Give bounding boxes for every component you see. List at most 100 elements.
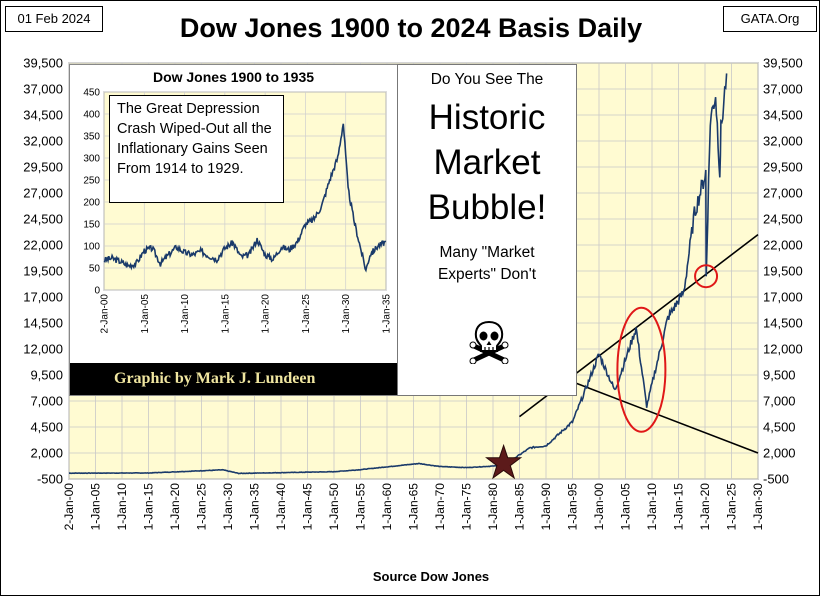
y-tick-label-right: 29,500 [763, 160, 803, 175]
x-tick-label: 1-Jan-05 [619, 483, 633, 531]
x-tick-label: 1-Jan-25 [725, 483, 739, 531]
x-tick-label: 1-Jan-55 [354, 483, 368, 531]
inset-x-tick-label: 2-Jan-00 [100, 294, 111, 334]
x-tick-label: 1-Jan-00 [592, 483, 606, 531]
y-tick-label-left: 29,500 [23, 160, 63, 175]
x-tick-label: 1-Jan-85 [513, 483, 527, 531]
skull-crossbones-icon [469, 320, 509, 364]
y-tick-label-left: 34,500 [23, 108, 63, 123]
y-tick-label-right: 9,500 [763, 368, 796, 383]
y-tick-label-left: 22,000 [23, 238, 63, 253]
y-tick-label-right: 32,000 [763, 134, 803, 149]
y-tick-label-right: 34,500 [763, 108, 803, 123]
x-tick-label: 1-Jan-20 [168, 483, 182, 531]
inset-x-tick-label: 1-Jan-05 [140, 294, 151, 334]
inset-y-tick-label: 50 [89, 264, 101, 275]
x-tick-label: 1-Jan-30 [751, 483, 765, 531]
y-tick-label-left: 39,500 [23, 56, 63, 71]
inset-y-tick-label: 400 [83, 110, 100, 121]
inset-y-tick-label: 250 [83, 176, 100, 187]
inset-title: Dow Jones 1900 to 1935 [152, 69, 315, 85]
y-tick-label-left: 2,000 [30, 446, 63, 461]
y-tick-label-left: 19,500 [23, 264, 63, 279]
bubble-headline: Historic Market Bubble! [398, 95, 576, 230]
dow-series-line [68, 73, 728, 475]
graphic-credit: Graphic by Mark J. Lundeen [70, 363, 397, 395]
y-tick-label-left: -500 [37, 472, 63, 487]
y-tick-label-right: 4,500 [763, 420, 796, 435]
y-tick-label-right: 39,500 [763, 56, 803, 71]
x-tick-label: 1-Jan-30 [221, 483, 235, 531]
inset-y-tick-label: 150 [83, 220, 100, 231]
bubble-subtext-line-2: Experts" Don't [437, 266, 537, 283]
inset-chart-panel: Dow Jones 1900 to 1935 450 400 350 300 250 20… [69, 64, 398, 396]
x-tick-label: 1-Jan-60 [380, 483, 394, 531]
x-tick-label: 1-Jan-50 [327, 483, 341, 531]
y-tick-label-left: 14,500 [23, 316, 63, 331]
inset-x-tick-label: 1-Jan-35 [382, 294, 393, 334]
x-tick-label: 1-Jan-95 [566, 483, 580, 531]
y-tick-label-left: 24,500 [23, 212, 63, 227]
y-tick-label-left: 37,000 [23, 82, 63, 97]
inset-y-tick-label: 200 [83, 198, 100, 209]
x-tick-label: 1-Jan-45 [301, 483, 315, 531]
inset-y-tick-label: 450 [83, 88, 100, 99]
x-tick-label: 1-Jan-80 [486, 483, 500, 531]
chart-title: Dow Jones 1900 to 2024 Basis Daily [179, 13, 643, 43]
x-axis-label: Source Dow Jones [372, 569, 490, 584]
x-tick-label: 1-Jan-40 [274, 483, 288, 531]
x-tick-label: 1-Jan-10 [115, 483, 129, 531]
y-tick-label-right: 37,000 [763, 82, 803, 97]
y-tick-label-left: 32,000 [23, 134, 63, 149]
y-tick-label-right: 17,000 [763, 290, 803, 305]
x-tick-label: 2-Jan-00 [62, 483, 76, 531]
y-tick-label-right: 24,500 [763, 212, 803, 227]
inset-x-tick-label: 1-Jan-20 [261, 294, 272, 334]
bubble-headline-line-2: Market [433, 143, 541, 182]
bubble-headline-line-1: Historic [428, 98, 546, 137]
bubble-subtext: Many "Market Experts" Don't [398, 242, 576, 286]
red-circle-marker [694, 264, 719, 289]
date-label: 01 Feb 2024 [5, 6, 103, 32]
x-tick-label: 1-Jan-75 [460, 483, 474, 531]
y-tick-label-left: 12,000 [23, 342, 63, 357]
y-tick-label-left: 4,500 [30, 420, 63, 435]
x-tick-label: 1-Jan-35 [248, 483, 262, 531]
inset-y-tick-label: 300 [83, 154, 100, 165]
inset-x-tick-label: 1-Jan-25 [301, 294, 312, 334]
x-tick-label: 1-Jan-20 [698, 483, 712, 531]
inset-x-tick-label: 1-Jan-15 [220, 294, 231, 334]
y-tick-label-right: 7,000 [763, 394, 796, 409]
star-marker [485, 443, 523, 480]
y-tick-label-left: 7,000 [30, 394, 63, 409]
x-tick-label: 1-Jan-05 [89, 483, 103, 531]
bubble-subtext-line-1: Many "Market [439, 244, 535, 261]
y-tick-label-left: 9,500 [30, 368, 63, 383]
inset-x-tick-label: 1-Jan-30 [341, 294, 352, 334]
y-tick-label-left: 17,000 [23, 290, 63, 305]
y-tick-label-right: -500 [763, 472, 789, 487]
inset-x-tick-label: 1-Jan-10 [180, 294, 191, 334]
red-ellipse-marker [616, 306, 667, 433]
inset-y-tick-label: 100 [83, 242, 100, 253]
y-tick-label-right: 2,000 [763, 446, 796, 461]
inset-series-line [103, 123, 387, 273]
x-tick-label: 1-Jan-65 [407, 483, 421, 531]
x-tick-label: 1-Jan-90 [539, 483, 553, 531]
y-tick-label-right: 22,000 [763, 238, 803, 253]
y-tick-label-right: 27,000 [763, 186, 803, 201]
x-tick-label: 1-Jan-10 [645, 483, 659, 531]
x-tick-label: 1-Jan-25 [195, 483, 209, 531]
inset-y-tick-label: 0 [94, 286, 100, 297]
inset-y-tick-label: 350 [83, 132, 100, 143]
y-tick-label-right: 12,000 [763, 342, 803, 357]
x-tick-label: 1-Jan-15 [142, 483, 156, 531]
source-site-label: GATA.Org [723, 6, 817, 32]
y-tick-label-left: 27,000 [23, 186, 63, 201]
y-tick-label-right: 19,500 [763, 264, 803, 279]
bubble-headline-line-3: Bubble! [427, 188, 547, 227]
x-tick-label: 1-Jan-15 [672, 483, 686, 531]
inset-annotation: The Great Depression Crash Wiped-Out all… [109, 95, 284, 203]
bubble-callout: Do You See The Historic Market Bubble! M… [397, 64, 577, 396]
